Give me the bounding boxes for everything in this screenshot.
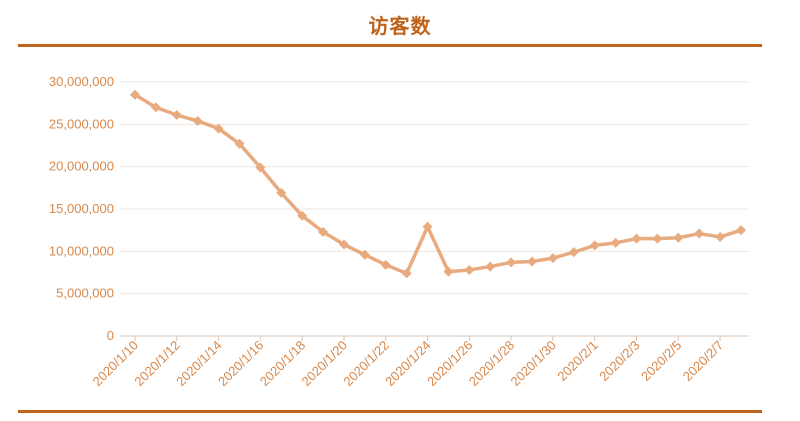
data-point: [192, 115, 203, 126]
data-point: [380, 259, 391, 270]
chart-title: 访客数: [368, 14, 432, 38]
data-point: [652, 233, 663, 244]
data-point: [736, 225, 746, 236]
data-point: [234, 138, 245, 149]
data-point: [506, 257, 517, 268]
x-axis-tick-labels: 2020/1/102020/1/122020/1/142020/1/162020…: [90, 338, 727, 390]
data-point: [715, 231, 726, 242]
data-point: [694, 228, 705, 239]
x-tick-label: 2020/2/5: [638, 338, 684, 384]
data-point: [443, 266, 454, 277]
data-point: [547, 253, 558, 264]
data-point: [401, 268, 412, 279]
y-axis-tick-labels: 0 5,000,000 10,000,000 15,000,000 20,000,000…: [49, 74, 114, 343]
data-point: [150, 102, 161, 113]
y-tick-label: 0: [107, 328, 114, 343]
series-layer: [130, 89, 746, 279]
title-divider-top: [18, 44, 762, 47]
y-tick-label: 10,000,000: [49, 243, 114, 258]
footer-divider-bottom: [18, 410, 762, 413]
data-point: [130, 89, 140, 100]
data-point: [171, 110, 182, 121]
y-tick-label: 25,000,000: [49, 116, 114, 131]
data-point: [318, 226, 329, 237]
x-tick-label: 2020/1/30: [508, 338, 560, 390]
y-tick-label: 15,000,000: [49, 201, 114, 216]
data-point: [485, 261, 496, 272]
data-point: [213, 123, 224, 134]
y-tick-label: 5,000,000: [56, 286, 114, 301]
data-point: [527, 256, 538, 267]
x-tick-label: 2020/2/3: [596, 338, 642, 384]
x-tick-label: 2020/2/1: [554, 338, 600, 384]
series-line: [133, 92, 743, 276]
grid-lines: [120, 81, 749, 295]
data-point: [610, 237, 621, 248]
data-point: [568, 247, 579, 258]
y-tick-label: 30,000,000: [49, 74, 114, 89]
data-point: [464, 264, 475, 275]
data-point: [589, 240, 600, 251]
data-point: [255, 162, 266, 173]
x-tick-label: 2020/2/7: [680, 338, 726, 384]
data-point: [359, 249, 370, 260]
data-point: [276, 187, 287, 198]
data-point: [631, 233, 642, 244]
x-axis: [120, 335, 749, 341]
data-point: [422, 221, 433, 232]
y-tick-label: 20,000,000: [49, 159, 114, 174]
data-point: [297, 210, 308, 221]
data-point: [338, 239, 349, 250]
data-point: [673, 232, 684, 243]
